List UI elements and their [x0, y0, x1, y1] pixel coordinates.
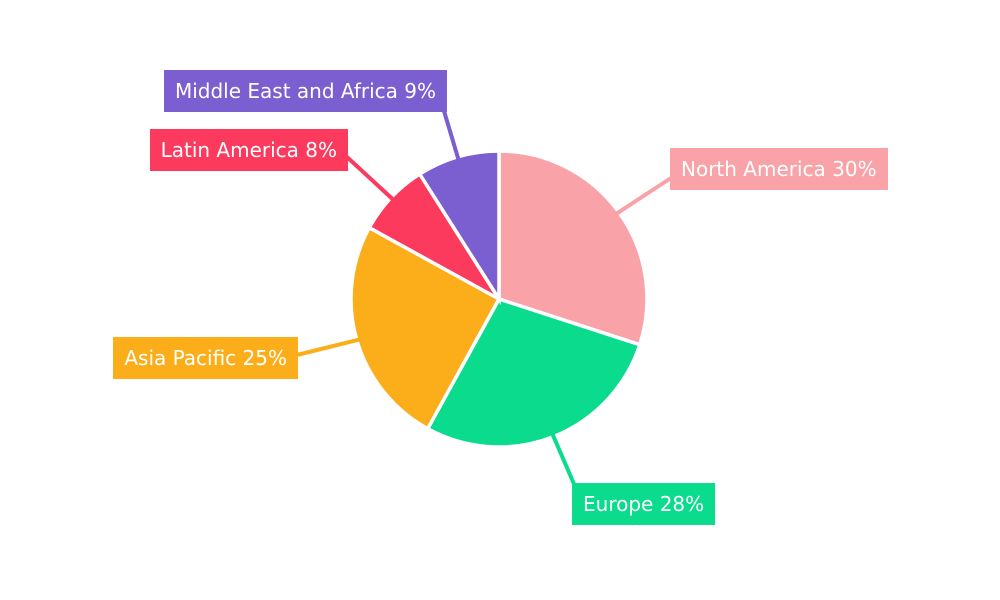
slice-label-middle-east-and-africa: Middle East and Africa 9%: [163, 70, 447, 112]
slice-label-north-america: North America 30%: [670, 148, 888, 190]
leader-line-europe: [550, 433, 576, 485]
leader-line-middle-east-and-africa: [442, 110, 461, 161]
slice-label-latin-america: Latin America 8%: [149, 129, 348, 171]
leader-line-latin-america: [345, 155, 395, 202]
slice-label-asia-pacific: Asia Pacific 25%: [113, 337, 298, 379]
leader-line-north-america: [615, 176, 673, 216]
slice-label-europe: Europe 28%: [572, 483, 716, 525]
leader-line-asia-pacific: [296, 337, 361, 357]
